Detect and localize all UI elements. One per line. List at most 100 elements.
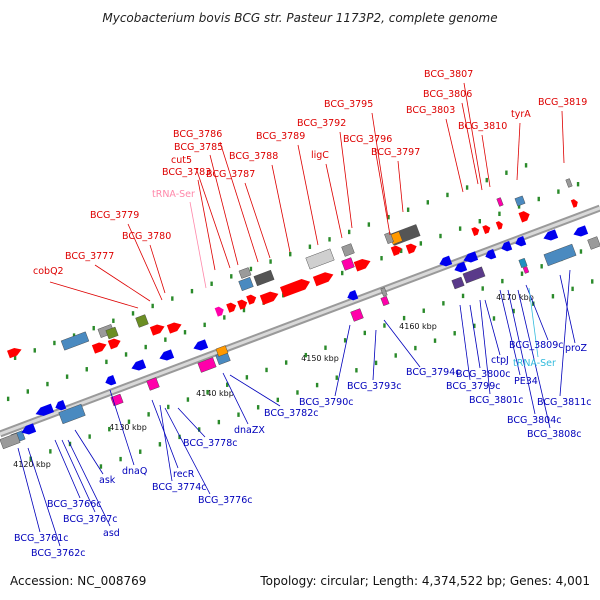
position-marker-47 [380, 256, 383, 261]
reverse-gene-label-26: proZ [565, 343, 588, 354]
reverse-gene-9 [131, 359, 147, 371]
reverse-gene-8 [110, 393, 124, 407]
position-marker-20 [387, 214, 390, 220]
backbone-highlight [0, 206, 600, 436]
position-marker-110 [551, 294, 555, 299]
reverse-gene-11 [159, 349, 175, 361]
forward-leader-9 [219, 141, 259, 263]
position-marker-2 [33, 348, 36, 353]
position-marker-4 [72, 333, 76, 338]
reverse-gene-label-8: recR [173, 469, 195, 480]
reverse-gene-27 [515, 236, 527, 247]
forward-gene-label-13: BCG_3792 [297, 118, 346, 129]
reverse-gene-26 [501, 241, 513, 252]
position-marker-68 [226, 382, 229, 387]
reverse-gene-29 [522, 266, 530, 274]
reverse-gene-label-12: dnaZX [234, 425, 265, 436]
position-marker-33 [105, 359, 108, 365]
tick-label-4: 4150 kbp [301, 354, 339, 363]
reverse-leader-22 [507, 289, 536, 415]
forward-leader-18 [445, 118, 464, 193]
position-marker-23 [446, 192, 449, 198]
reverse-gene-5 [55, 400, 67, 411]
reverse-leader-1 [17, 447, 41, 533]
reverse-leader-25 [528, 287, 539, 358]
tick-label-5: 4160 kbp [399, 322, 437, 331]
forward-leader-17 [397, 160, 404, 213]
position-marker-16 [308, 244, 312, 249]
reverse-gene-label-13: BCG_3782c [264, 408, 319, 419]
forward-gene-29 [471, 227, 480, 236]
reverse-gene-18 [380, 295, 390, 307]
position-marker-10 [190, 288, 194, 294]
forward-leader-23 [561, 110, 565, 164]
position-marker-106 [473, 323, 476, 329]
position-marker-1 [13, 355, 17, 360]
reverse-gene-13 [197, 357, 217, 373]
reverse-leader-13 [229, 374, 281, 407]
kbp-ticks: 4120 kbp 4130 kbp 4140 kbp 4150 kbp 4160 kbp… [13, 293, 534, 469]
position-marker-75 [363, 330, 366, 336]
forward-gene-label-6: BCG_3783 [162, 167, 211, 178]
reverse-gene-label-18: BCG_3800c [456, 369, 511, 380]
forward-gene-11 [226, 302, 237, 313]
reverse-gene-33 [587, 236, 600, 250]
forward-gene-20 [305, 248, 335, 270]
forward-gene-25 [405, 243, 417, 254]
reverse-gene-label-14: BCG_3790c [299, 397, 354, 408]
position-marker-92 [197, 427, 201, 432]
reverse-gene-28 [518, 257, 528, 269]
position-marker-87 [99, 464, 103, 469]
forward-gene-32 [518, 211, 530, 223]
position-marker-107 [492, 316, 496, 321]
reverse-leader-5 [67, 439, 111, 527]
reverse-gene-25 [485, 249, 497, 260]
position-marker-112 [591, 279, 594, 284]
reverse-gene-16 [347, 290, 359, 301]
position-marker-56 [557, 189, 560, 194]
reverse-gene-32 [573, 225, 589, 237]
position-marker-63 [127, 419, 131, 424]
forward-gene-label-9: BCG_3786 [173, 129, 222, 140]
reverse-leader-6 [74, 429, 104, 475]
position-marker-45 [341, 270, 344, 276]
position-marker-90 [158, 442, 162, 447]
position-marker-96 [276, 397, 280, 403]
forward-leader-1 [49, 281, 139, 309]
position-marker-25 [485, 177, 488, 183]
map-title: Mycobacterium bovis BCG str. Pasteur 117… [102, 11, 497, 25]
forward-gene-33 [514, 195, 526, 207]
position-marker-17 [328, 237, 331, 242]
position-marker-26 [505, 170, 508, 175]
forward-gene-16 [312, 272, 334, 287]
reverse-leader-9 [159, 404, 173, 482]
forward-leader-15 [371, 112, 389, 219]
label-leader-lines [17, 82, 576, 547]
reverse-gene-10 [146, 377, 160, 391]
position-marker-101 [374, 360, 378, 366]
genome-backbone [0, 204, 600, 438]
forward-gene-label-15: BCG_3795 [324, 99, 373, 110]
reverse-gene-2 [0, 432, 21, 450]
position-marker-65 [167, 404, 170, 410]
forward-gene-18 [238, 276, 254, 292]
position-marker-97 [296, 390, 299, 395]
position-marker-89 [139, 449, 142, 454]
forward-gene-7 [149, 324, 165, 336]
position-marker-59 [49, 449, 52, 454]
reverse-gene-label-15: BCG_3793c [347, 381, 402, 392]
reverse-leader-18 [469, 304, 481, 369]
position-marker-69 [245, 375, 249, 380]
position-markers [6, 163, 594, 469]
forward-gene-2 [91, 342, 107, 354]
forward-leader-10 [244, 182, 271, 259]
forward-gene-14 [259, 291, 279, 305]
reverse-gene-7 [105, 375, 117, 386]
position-marker-29 [26, 389, 29, 394]
forward-leader-3 [127, 223, 163, 301]
forward-leader-2 [94, 264, 151, 302]
reverse-leader-10 [164, 407, 211, 495]
forward-gene-label-18: BCG_3803 [406, 105, 455, 116]
position-marker-67 [206, 389, 209, 395]
